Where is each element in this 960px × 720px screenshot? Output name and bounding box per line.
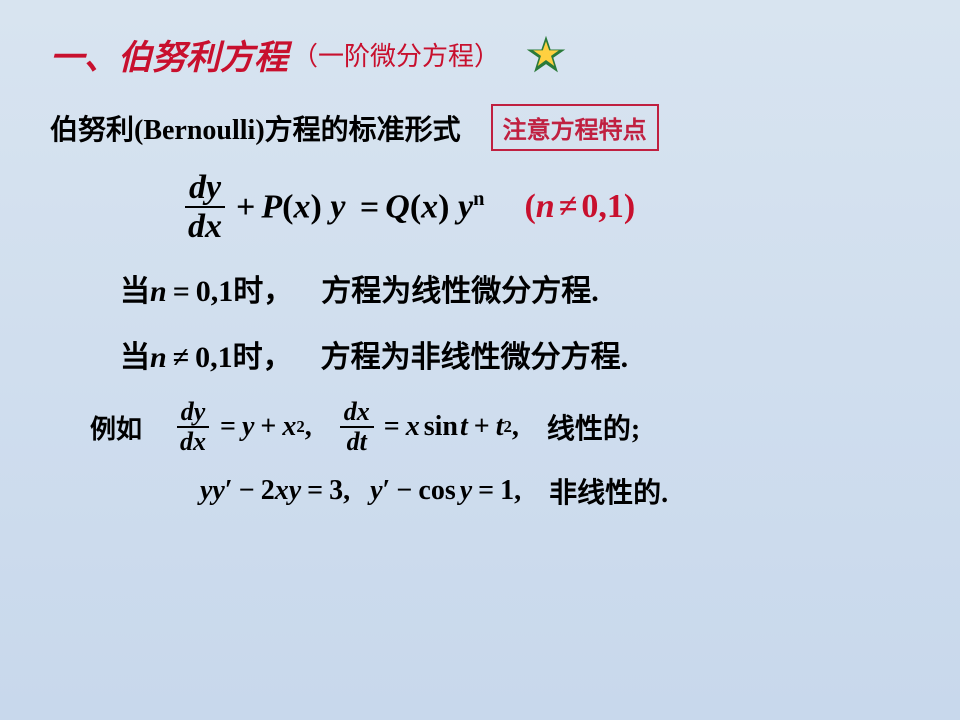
case1-math: n=0,1 <box>150 275 233 309</box>
title-main: 一、伯努利方程 <box>50 30 288 79</box>
example-eq2: dx dt =xsint+t2 , <box>336 398 519 457</box>
example-label: 例如 <box>90 409 142 446</box>
standard-form-label: 伯努利(Bernoulli)方程的标准形式 <box>50 108 461 148</box>
example-eq4: y′−cosy=1, <box>370 475 521 507</box>
note-box: 注意方程特点 <box>491 104 659 151</box>
case-2: 当 n≠0,1 时， 方程为非线性微分方程. <box>120 332 910 376</box>
case2-desc: 方程为非线性微分方程. <box>321 332 629 376</box>
case2-math: n≠0,1 <box>150 341 233 375</box>
main-equation-row: dy dx +P(x) y =Q(x) yn (n≠0,1) <box>180 169 910 246</box>
example-row-1: 例如 dy dx =y+x2 , dx dt =xsint+t2 , 线性的; <box>90 398 910 457</box>
main-equation: dy dx +P(x) y =Q(x) yn <box>180 169 484 246</box>
eq1-num: dy <box>177 398 210 429</box>
case1-lead: 当 <box>120 266 150 310</box>
example-eq3: yy′−2xy=3, <box>200 475 350 507</box>
title-sub: （一阶微分方程） <box>292 36 500 73</box>
frac-num: dy <box>185 169 225 208</box>
case-1: 当 n=0,1 时， 方程为线性微分方程. <box>120 266 910 310</box>
standard-form-row: 伯努利(Bernoulli)方程的标准形式 注意方程特点 <box>50 104 910 151</box>
eq2-num: dx <box>340 398 374 429</box>
equation-body: +P(x) y =Q(x) yn <box>230 188 484 226</box>
title-row: 一、伯努利方程 （一阶微分方程） <box>50 30 910 79</box>
eq2-den: dt <box>343 428 371 457</box>
example-eq1: dy dx =y+x2 , <box>172 398 312 457</box>
example-row-2: yy′−2xy=3, y′−cosy=1, 非线性的. <box>200 471 910 511</box>
frac-den: dx <box>184 208 226 245</box>
tag-nonlinear: 非线性的. <box>549 471 668 511</box>
case1-desc: 方程为线性微分方程. <box>321 266 599 310</box>
case1-tail: 时， <box>233 266 293 310</box>
case2-lead: 当 <box>120 332 150 376</box>
fraction-dy-dx: dy dx <box>184 169 226 246</box>
star-icon <box>524 33 568 77</box>
condition: (n≠0,1) <box>524 188 635 226</box>
tag-linear: 线性的; <box>547 407 640 447</box>
eq1-den: dx <box>176 428 210 457</box>
case2-tail: 时， <box>233 332 293 376</box>
